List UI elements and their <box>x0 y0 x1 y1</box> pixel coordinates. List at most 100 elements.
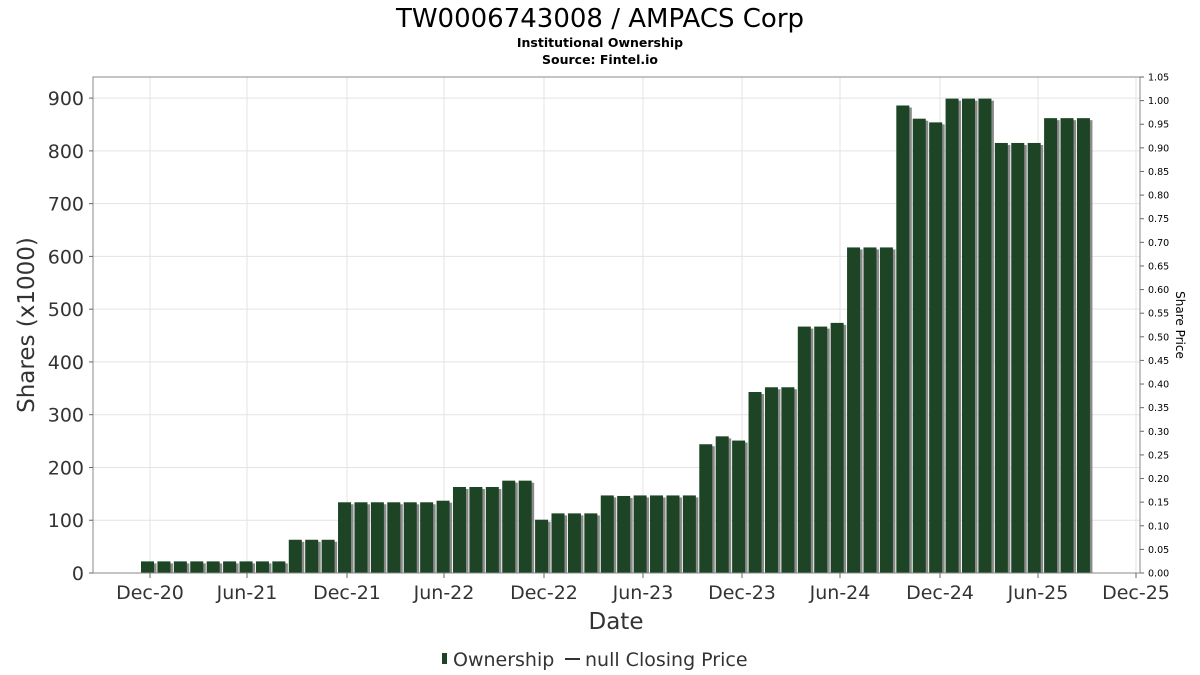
bar <box>1011 142 1025 573</box>
bar <box>962 98 975 574</box>
bar <box>1027 142 1041 573</box>
bar <box>206 561 220 573</box>
y2-axis-label: Share Price <box>1173 291 1187 359</box>
bar <box>1060 118 1074 574</box>
bar <box>879 247 893 574</box>
x-tick-label: Dec-25 <box>1102 582 1170 604</box>
bar <box>945 98 959 574</box>
y2-tick-label: 0.70 <box>1148 238 1169 249</box>
bar <box>617 495 631 573</box>
x-tick-label: Dec-20 <box>116 582 184 604</box>
bar <box>912 118 926 573</box>
bar <box>1076 118 1090 574</box>
bar <box>748 392 762 573</box>
bar <box>994 142 1008 573</box>
y2-tick-label: 0.80 <box>1148 191 1169 202</box>
bar <box>732 440 746 573</box>
bar <box>929 122 943 573</box>
y-tick-label: 0 <box>72 563 84 585</box>
x-axis-ticks: Dec-20 Jun-21 Dec-21 Jun-22 Dec-22 Jun-23 Dec-… <box>116 573 1170 604</box>
bar <box>600 495 614 573</box>
bar <box>715 436 729 573</box>
legend-price-label: null Closing Price <box>585 649 748 671</box>
bar <box>781 387 795 573</box>
y2-tick-label: 0.60 <box>1148 285 1169 296</box>
y2-tick-label: 0.30 <box>1148 427 1169 438</box>
y2-tick-label: 0.65 <box>1148 261 1169 272</box>
bar <box>452 486 466 573</box>
bar <box>157 561 171 573</box>
x-tick-label: Dec-22 <box>510 582 578 604</box>
bar <box>699 444 713 573</box>
y2-axis-ticks: 0.00 0.05 0.10 0.15 0.20 0.25 0.30 0.35 0.40 0.45… <box>1140 73 1169 580</box>
bar <box>584 513 598 573</box>
y2-tick-label: 0.85 <box>1148 167 1169 178</box>
y2-tick-label: 0.40 <box>1148 380 1169 391</box>
bar <box>272 561 286 573</box>
x-tick-label: Dec-21 <box>313 582 381 604</box>
bar <box>436 500 450 573</box>
y-tick-label: 300 <box>48 405 84 427</box>
bars <box>141 98 1093 574</box>
bar <box>485 486 499 573</box>
bar <box>190 561 204 573</box>
chart-subtitle: Institutional Ownership <box>517 35 683 50</box>
y-tick-label: 600 <box>48 246 84 268</box>
x-tick-label: Jun-25 <box>1007 582 1069 604</box>
y2-tick-label: 0.55 <box>1148 309 1169 320</box>
bar <box>633 495 647 573</box>
bar <box>830 322 844 573</box>
bar <box>469 486 483 573</box>
y-tick-label: 200 <box>48 457 84 479</box>
chart-title: TW0006743008 / AMPACS Corp <box>395 4 804 34</box>
bar <box>321 539 335 573</box>
y-tick-label: 700 <box>48 194 84 216</box>
bar <box>255 561 269 573</box>
bar <box>666 495 680 573</box>
y-tick-label: 100 <box>48 510 84 532</box>
y-axis-ticks: 0 100 200 300 400 500 600 700 800 900 <box>48 88 93 585</box>
y2-tick-label: 0.00 <box>1148 569 1169 580</box>
y2-tick-label: 0.95 <box>1148 120 1169 131</box>
bar <box>518 480 532 573</box>
bar <box>863 247 877 574</box>
bar <box>978 98 992 574</box>
y2-tick-label: 0.50 <box>1148 332 1169 343</box>
y-tick-label: 800 <box>48 141 84 163</box>
y2-tick-label: 0.90 <box>1148 143 1169 154</box>
bar <box>847 247 861 574</box>
bar <box>814 326 828 573</box>
y-tick-label: 500 <box>48 299 84 321</box>
y2-tick-label: 1.05 <box>1148 73 1169 84</box>
bar <box>682 495 696 573</box>
y-tick-label: 400 <box>48 352 84 374</box>
bar <box>650 495 664 573</box>
x-axis-label: Date <box>589 609 644 635</box>
bar <box>896 105 910 573</box>
x-tick-label: Jun-22 <box>413 582 475 604</box>
bar <box>239 561 253 573</box>
x-tick-label: Jun-21 <box>216 582 278 604</box>
y2-tick-label: 0.45 <box>1148 356 1169 367</box>
bar <box>354 502 368 573</box>
bar <box>370 502 384 573</box>
bar <box>535 519 549 573</box>
bar <box>502 480 516 573</box>
x-tick-label: Dec-23 <box>708 582 776 604</box>
bar <box>223 561 237 573</box>
bar <box>567 513 581 573</box>
bar <box>141 561 154 573</box>
y-axis-label: Shares (x1000) <box>14 237 40 413</box>
plot-frame <box>92 76 1141 574</box>
bar <box>403 502 417 573</box>
y2-tick-label: 0.05 <box>1148 545 1169 556</box>
x-tick-label: Jun-23 <box>612 582 674 604</box>
y2-tick-label: 0.25 <box>1148 450 1169 461</box>
y2-tick-label: 0.35 <box>1148 403 1169 414</box>
bar <box>338 502 352 573</box>
bar <box>551 513 565 573</box>
bar <box>797 326 811 573</box>
bar <box>305 539 319 573</box>
legend-ownership-swatch <box>442 653 447 664</box>
x-tick-label: Jun-24 <box>809 582 871 604</box>
